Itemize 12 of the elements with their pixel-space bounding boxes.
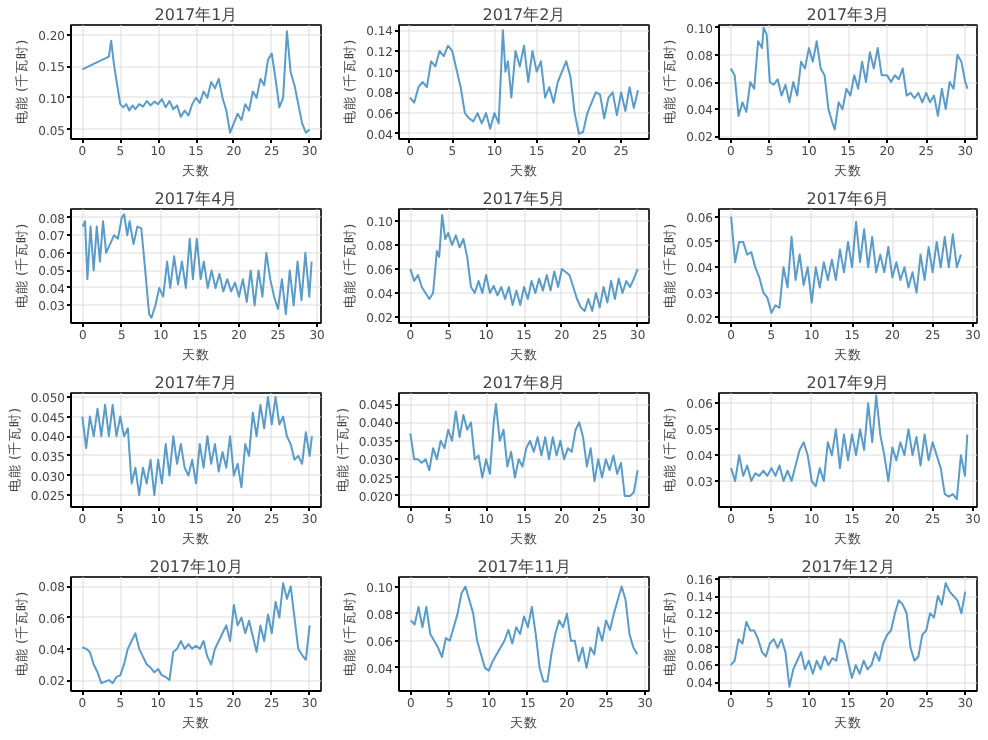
chart-title: 2017年12月 bbox=[801, 558, 895, 576]
chart-title: 2017年9月 bbox=[806, 374, 890, 392]
chart-title: 2017年1月 bbox=[154, 6, 238, 24]
chart-title: 2017年10月 bbox=[149, 558, 243, 576]
chart-title: 2017年8月 bbox=[482, 374, 566, 392]
chart-title: 2017年11月 bbox=[477, 558, 571, 576]
chart-title: 2017年7月 bbox=[154, 374, 238, 392]
chart-title: 2017年6月 bbox=[806, 190, 890, 208]
chart-title: 2017年3月 bbox=[806, 6, 890, 24]
chart-title: 2017年2月 bbox=[482, 6, 566, 24]
chart-title: 2017年5月 bbox=[482, 190, 566, 208]
chart-title: 2017年4月 bbox=[154, 190, 238, 208]
